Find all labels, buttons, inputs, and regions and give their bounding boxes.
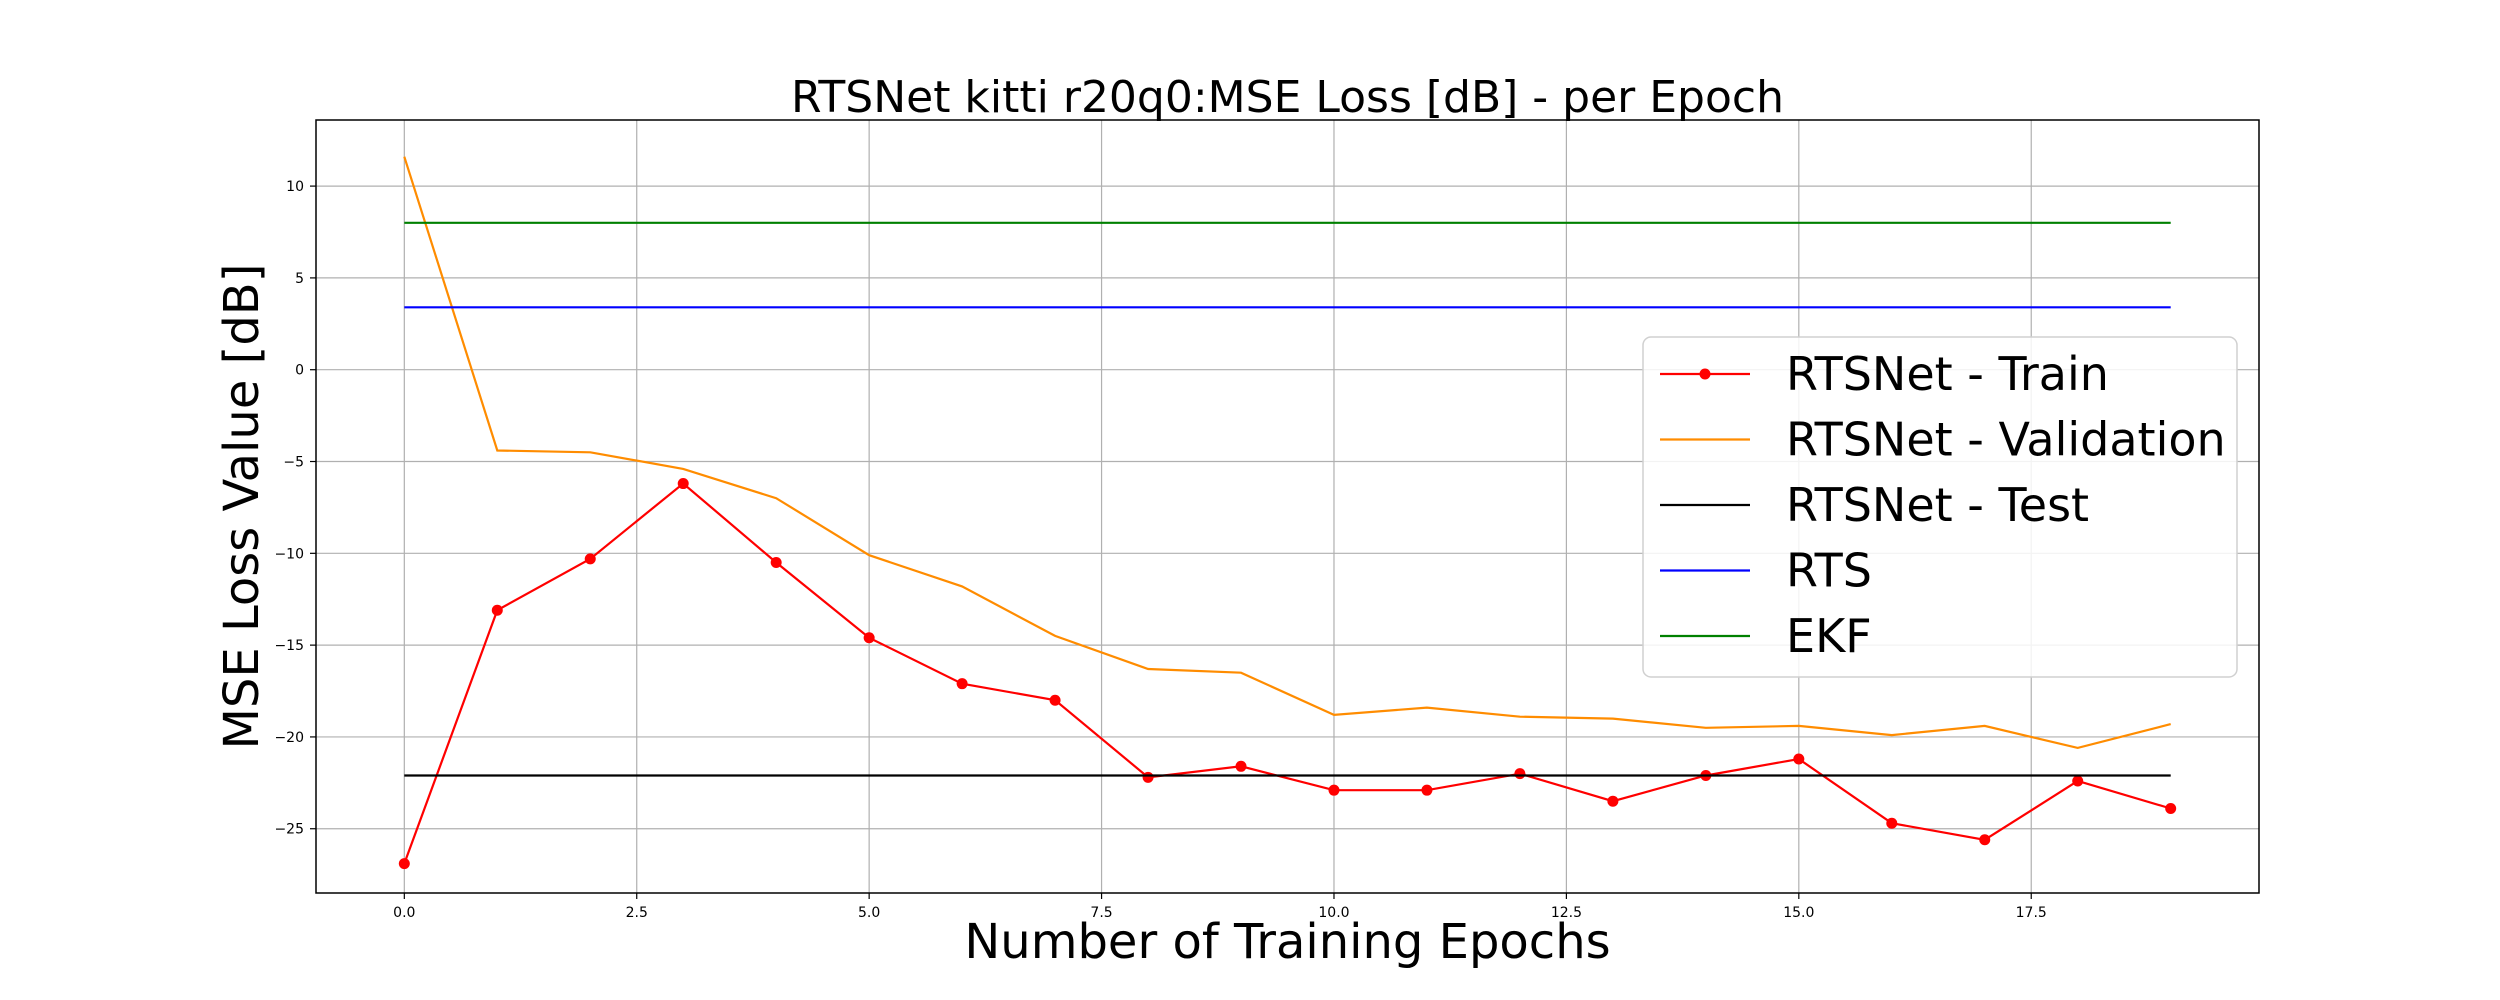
series-point-rtsnet-train — [956, 678, 968, 690]
x-axis-label: Number of Training Epochs — [964, 914, 1610, 970]
series-point-rtsnet-train — [1793, 753, 1805, 765]
y-tick-label: −5 — [283, 455, 304, 471]
series-layer — [398, 156, 2177, 870]
y-axis-label: MSE Loss Value [dB] — [214, 264, 270, 750]
legend-marker-rtsnet-train — [1699, 368, 1711, 380]
y-tick-label: −10 — [274, 546, 304, 562]
series-point-rtsnet-train — [1142, 771, 1154, 783]
x-tick-label: 15.0 — [1783, 905, 1814, 921]
series-point-rtsnet-train — [863, 632, 875, 644]
ticks: 0.0 2.5 5.0 7.5 10.0 12.5 15.0 17.5 10 5 0 −5 −10 −15… — [274, 179, 2046, 921]
legend-label-rtsnet-test: RTSNet - Test — [1786, 478, 2089, 532]
legend-box — [1642, 336, 2238, 678]
legend-label-rtsnet-validation: RTSNet - Validation — [1786, 413, 2226, 467]
series-point-rtsnet-train — [770, 557, 782, 569]
legend-label-ekf: EKF — [1786, 609, 1872, 663]
y-tick-label: −20 — [274, 730, 304, 746]
series-point-rtsnet-train — [1421, 784, 1433, 796]
series-point-rtsnet-train — [677, 478, 689, 490]
x-tick-label: 2.5 — [626, 905, 648, 921]
series-point-rtsnet-train — [1514, 768, 1526, 780]
legend-label-rtsnet-train: RTSNet - Train — [1786, 347, 2109, 401]
x-tick-label: 12.5 — [1551, 905, 1582, 921]
series-point-rtsnet-train — [2072, 775, 2084, 787]
series-line-rtsnet-train — [403, 482, 2172, 864]
series-point-rtsnet-train — [1049, 694, 1061, 706]
series-point-rtsnet-train — [1886, 817, 1898, 829]
series-point-rtsnet-train — [2165, 803, 2177, 815]
y-tick-label: −25 — [274, 822, 304, 838]
y-tick-label: −15 — [274, 638, 304, 654]
plot-frame — [315, 119, 2260, 894]
series-point-rtsnet-train — [1328, 784, 1340, 796]
x-tick-label: 0.0 — [393, 905, 415, 921]
legend-label-rts: RTS — [1786, 544, 1872, 598]
y-tick-label: 10 — [286, 179, 304, 195]
legend: RTSNet - Train RTSNet - Validation RTSNet … — [1642, 336, 2238, 678]
x-tick-label: 5.0 — [858, 905, 880, 921]
y-tick-label: 0 — [295, 363, 304, 379]
series-point-rtsnet-train — [398, 858, 410, 870]
x-tick-label: 17.5 — [2016, 905, 2047, 921]
x-tick-label: 10.0 — [1318, 905, 1349, 921]
series-point-rtsnet-train — [1607, 795, 1619, 807]
x-tick-label: 7.5 — [1090, 905, 1112, 921]
series-point-rtsnet-train — [1979, 834, 1991, 846]
series-point-rtsnet-train — [584, 553, 596, 565]
y-tick-label: 5 — [295, 271, 304, 287]
series-point-rtsnet-train — [491, 604, 503, 616]
chart-title: RTSNet kitti r20q0:MSE Loss [dB] - per E… — [791, 72, 1784, 123]
series-line-rtsnet-validation — [403, 156, 2171, 750]
series-point-rtsnet-train — [1235, 760, 1247, 772]
